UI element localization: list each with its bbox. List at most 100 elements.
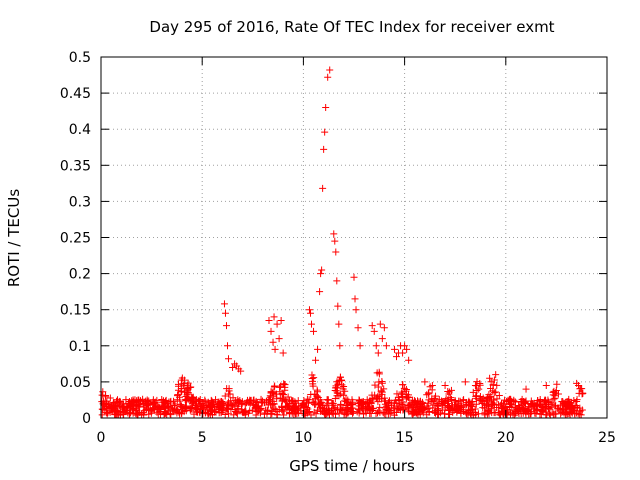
roti-data-point [330,230,338,238]
roti-noise-point [253,402,261,410]
roti-noise-point [286,396,294,404]
roti-noise-point [177,384,185,392]
roti-noise-point [489,400,497,408]
roti-noise-point [407,401,415,409]
y-axis-label: ROTI / TECUs [5,189,23,287]
roti-noise-point [511,406,519,414]
roti-noise-point [533,402,541,410]
roti-noise-point [572,403,580,411]
roti-noise-point [144,398,152,406]
roti-noise-point [359,400,367,408]
roti-noise-point [129,397,137,405]
roti-noise-point [201,396,209,404]
roti-noise-point [230,400,238,408]
y-tick-label: 0.35 [60,158,91,174]
roti-noise-point [163,400,171,408]
roti-noise-point [425,390,433,398]
roti-noise-point [324,406,332,414]
roti-noise-point [225,410,233,418]
roti-noise-point [412,407,420,415]
roti-noise-point [397,390,405,398]
roti-data-point [220,300,228,308]
roti-noise-point [277,382,285,390]
roti-noise-point [371,381,379,389]
roti-noise-point [408,409,416,417]
roti-noise-point [390,411,398,419]
roti-noise-point [225,385,233,393]
roti-noise-point [214,402,222,410]
roti-noise-point [333,378,341,386]
roti-noise-point [552,410,560,418]
roti-noise-point [578,390,586,398]
roti-noise-point [484,401,492,409]
roti-noise-point [423,405,431,413]
roti-noise-point [163,411,171,419]
x-tick-label: 5 [198,430,207,446]
roti-noise-point [444,403,452,411]
roti-noise-point [428,386,436,394]
roti-noise-point [342,398,350,406]
roti-noise-point [375,368,383,376]
roti-noise-point [537,410,545,418]
roti-data-point [335,320,343,328]
roti-data-point [270,313,278,321]
y-tick-label: 0.4 [69,122,91,138]
roti-noise-point [233,409,241,417]
roti-noise-point [373,394,381,402]
roti-data-point [224,342,231,350]
roti-noise-point [279,391,287,399]
roti-data-point [393,353,401,361]
roti-noise-point [492,388,500,396]
roti-noise-point [196,405,204,413]
y-tick-label: 0.05 [60,375,91,391]
roti-noise-point [338,377,346,385]
roti-data-point [267,327,275,335]
roti-data-point [370,327,378,335]
roti-noise-point [501,396,509,404]
roti-data-point [332,248,340,256]
roti-noise-point [173,392,181,400]
roti-noise-point [376,403,384,411]
roti-noise-point [419,409,427,417]
roti-noise-point [231,397,239,405]
roti-noise-point [116,408,124,416]
roti-data-point [229,363,237,371]
x-axis-label: GPS time / hours [289,457,415,475]
roti-noise-point [323,410,331,418]
roti-noise-point [273,411,281,419]
roti-noise-point [445,406,453,414]
roti-noise-point [423,411,431,419]
roti-noise-point [399,406,407,414]
roti-noise-point [360,404,368,412]
roti-noise-point [267,388,275,396]
roti-data-point [279,349,287,357]
roti-noise-point [416,405,424,413]
roti-noise-point [186,405,194,413]
roti-noise-point [428,395,436,403]
roti-noise-point [321,405,329,413]
roti-noise-point [114,396,122,404]
roti-noise-point [281,383,289,391]
roti-data-point [382,342,390,350]
roti-noise-point [128,406,136,414]
roti-noise-point [530,405,538,413]
roti-data-point [319,184,327,192]
roti-noise-point [394,405,402,413]
roti-data-point [336,342,344,350]
roti-noise-point [394,394,402,402]
roti-noise-point [481,411,489,419]
roti-data-point [378,335,386,343]
roti-data-point [486,374,494,382]
roti-data-point [350,273,358,281]
roti-data-point [277,317,285,325]
roti-noise-point [315,400,323,408]
roti-data-point [225,355,233,363]
roti-noise-point [221,392,229,400]
roti-noise-point [441,410,449,418]
roti-noise-point [208,397,216,405]
roti-noise-point [120,408,128,416]
roti-noise-point [267,410,275,418]
roti-noise-point [463,410,471,418]
roti-data-point [441,382,449,390]
roti-noise-point [575,389,583,397]
